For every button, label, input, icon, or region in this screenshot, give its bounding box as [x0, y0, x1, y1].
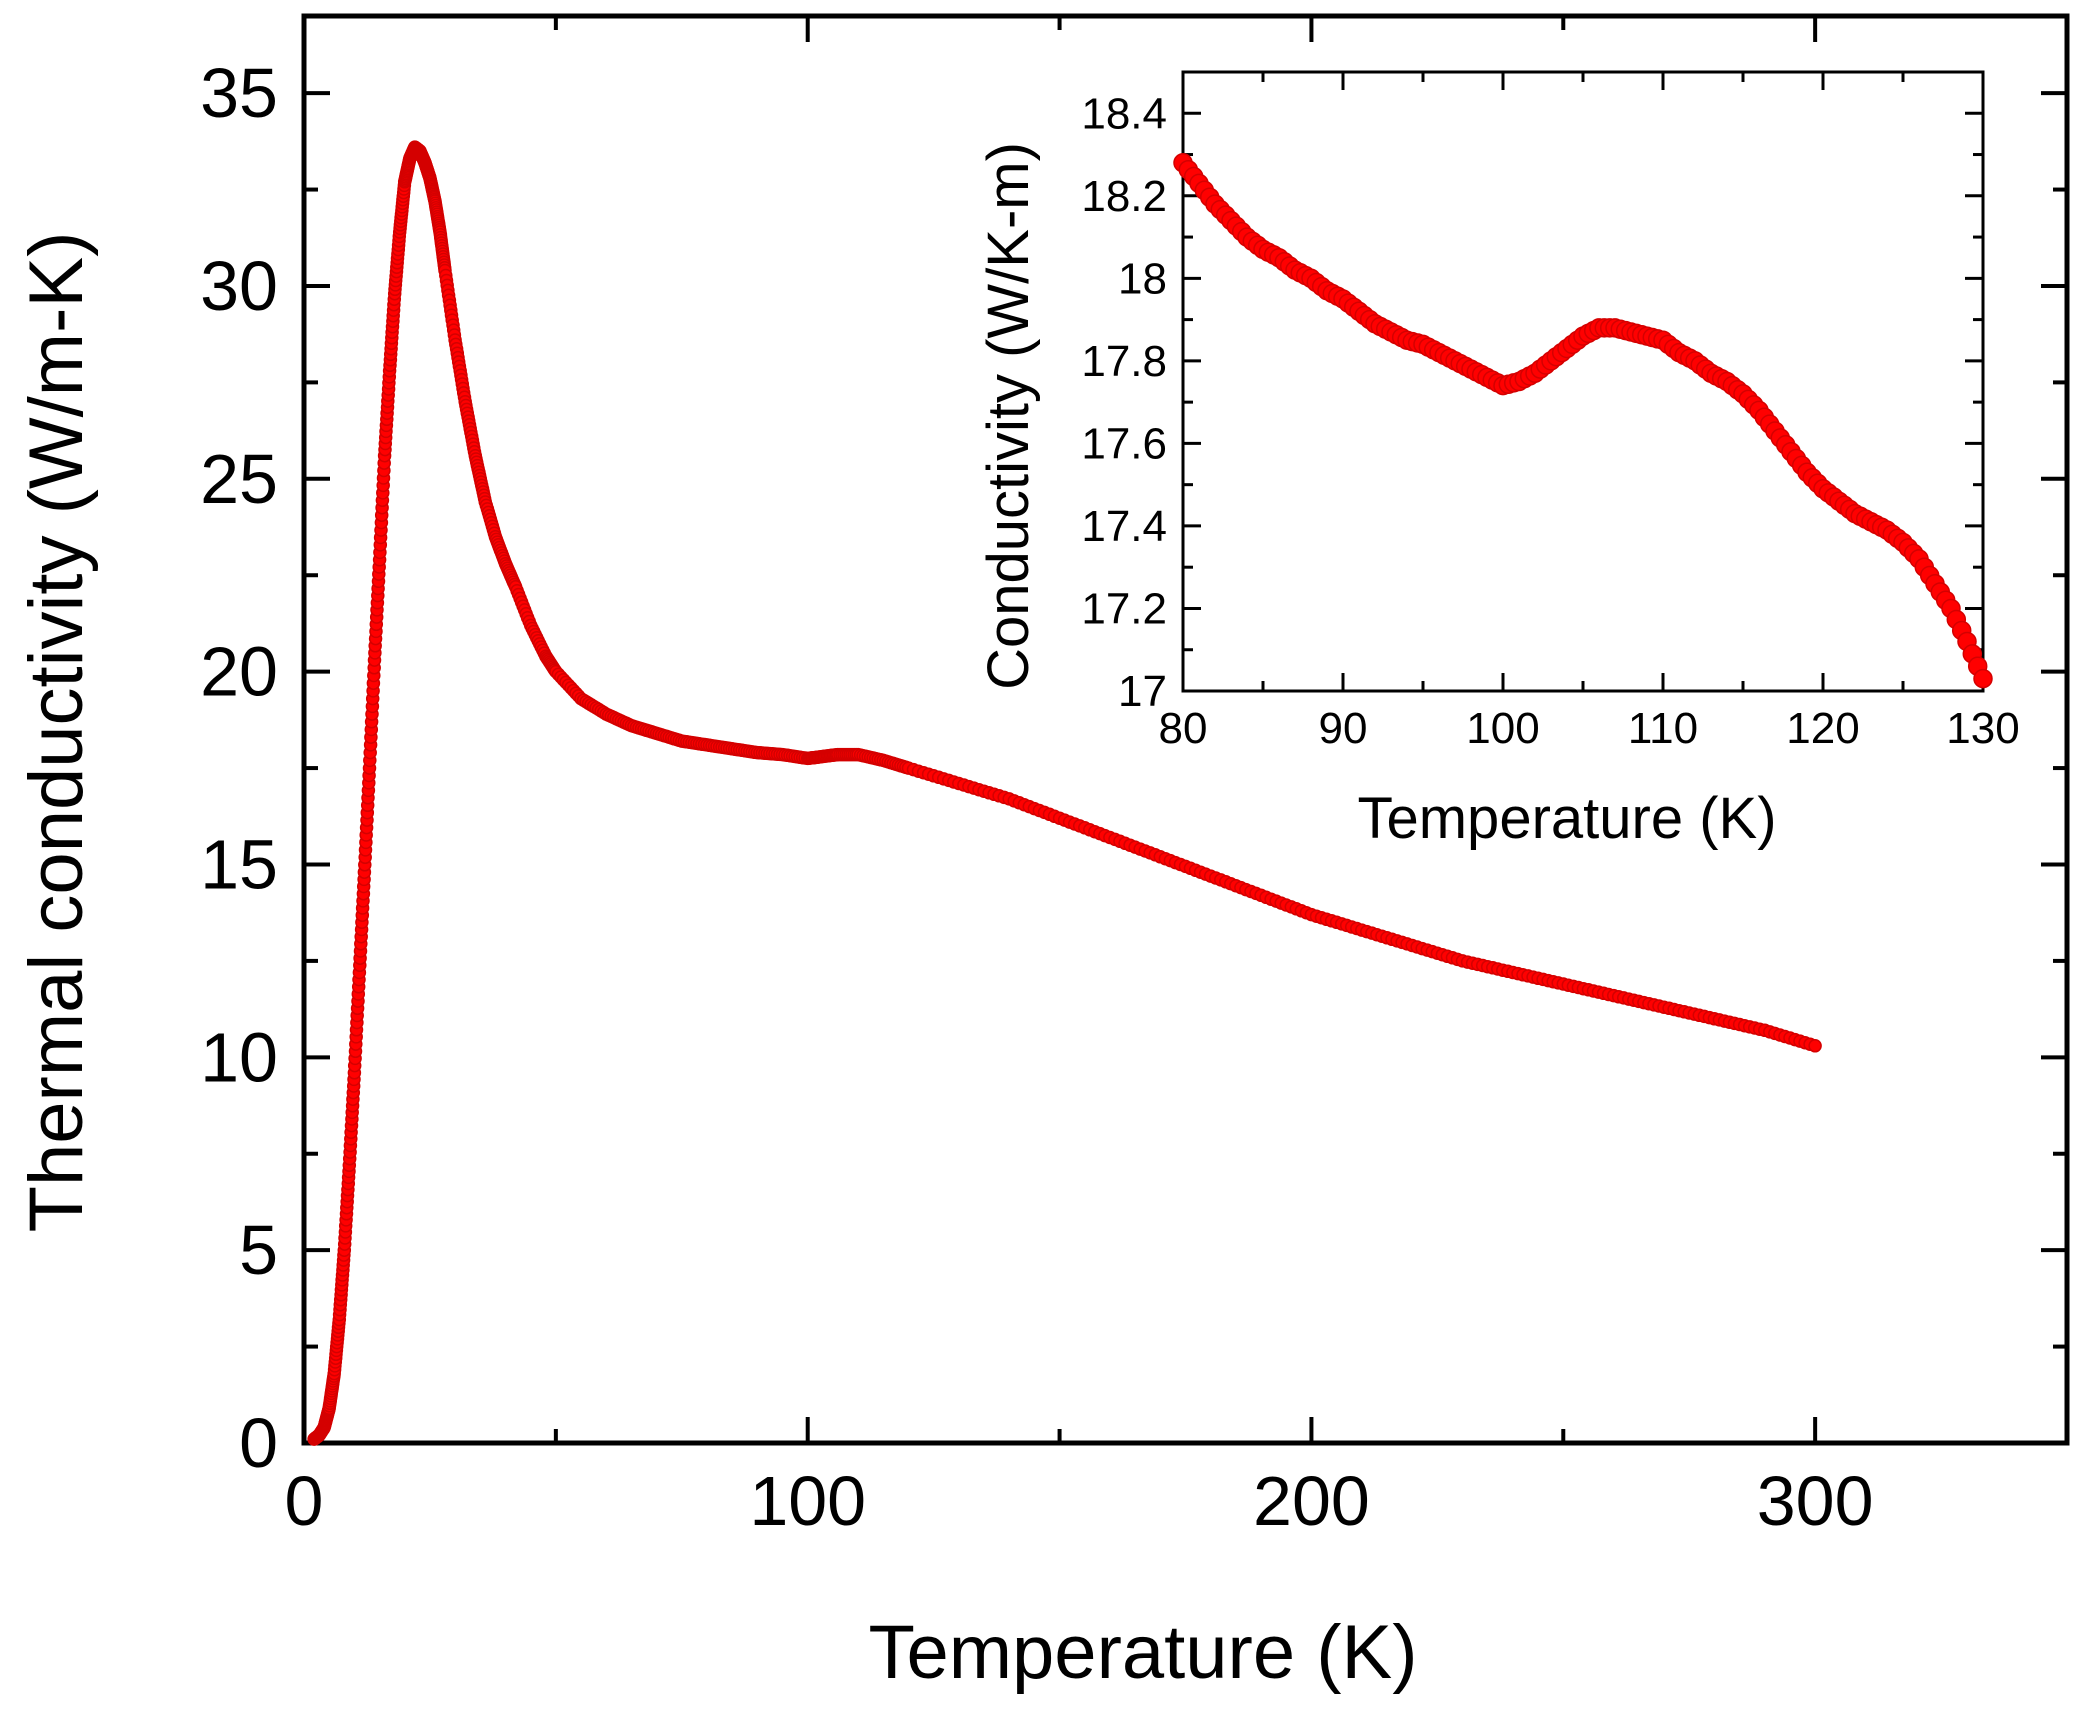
x-tick-label: 120	[1786, 704, 1859, 753]
main-panel: 0 100 200 300 0 5 10 15 20 25 30 35 Temperature (K…	[14, 13, 2070, 1695]
y-tick-label: 17.8	[1081, 337, 1167, 386]
inset-data-points	[1173, 153, 1993, 689]
y-tick-label: 17.6	[1081, 419, 1167, 468]
data-point	[1973, 668, 1993, 689]
x-tick-label: 300	[1757, 1462, 1874, 1540]
x-tick-label: 200	[1253, 1462, 1370, 1540]
x-tick-label: 80	[1159, 704, 1208, 753]
y-tick-label: 20	[200, 633, 278, 711]
main-plot-frame	[301, 13, 2070, 1446]
data-point	[1808, 1039, 1822, 1053]
y-tick-label: 10	[200, 1018, 278, 1096]
y-tick-label: 18.2	[1081, 172, 1167, 221]
y-tick-label: 5	[239, 1211, 278, 1289]
main-y-tick-labels: 0 5 10 15 20 25 30 35	[200, 54, 278, 1482]
x-tick-label: 0	[285, 1462, 324, 1540]
y-tick-label: 35	[200, 54, 278, 132]
main-data-points	[307, 140, 1822, 1446]
inset-y-axis-label: Conductivity (W/K-m)	[976, 142, 1041, 690]
y-tick-label: 17.2	[1081, 584, 1167, 633]
main-y-axis-label: Thermal conductivity (W/m-K)	[14, 232, 99, 1233]
x-tick-label: 90	[1319, 704, 1368, 753]
inset-y-tick-labels: 17 17.2 17.4 17.6 17.8 18 18.2 18.4	[1081, 89, 1167, 716]
x-tick-label: 110	[1628, 704, 1698, 753]
y-tick-label: 17.4	[1081, 502, 1167, 551]
main-ticks	[302, 16, 2069, 1445]
main-x-tick-labels: 0 100 200 300	[285, 1462, 1874, 1540]
y-tick-label: 17	[1118, 667, 1167, 716]
y-tick-label: 15	[200, 825, 278, 903]
x-tick-label: 130	[1946, 704, 2019, 753]
y-tick-label: 30	[200, 247, 278, 325]
x-tick-label: 100	[749, 1462, 866, 1540]
inset-x-tick-labels: 80 90 100 110 120 130	[1159, 704, 2020, 753]
y-tick-label: 18	[1118, 254, 1167, 303]
y-tick-label: 18.4	[1081, 89, 1167, 138]
inset-panel: 80 90 100 110 120 130 17 17.2 17.4 17.6 17.8 18 18.…	[976, 70, 2020, 851]
inset-plot-frame	[1181, 70, 1985, 693]
y-tick-label: 25	[200, 440, 278, 518]
main-x-axis-label: Temperature (K)	[868, 1610, 1417, 1695]
y-tick-label: 0	[239, 1404, 278, 1482]
x-tick-label: 100	[1466, 704, 1539, 753]
inset-x-axis-label: Temperature (K)	[1357, 786, 1776, 851]
